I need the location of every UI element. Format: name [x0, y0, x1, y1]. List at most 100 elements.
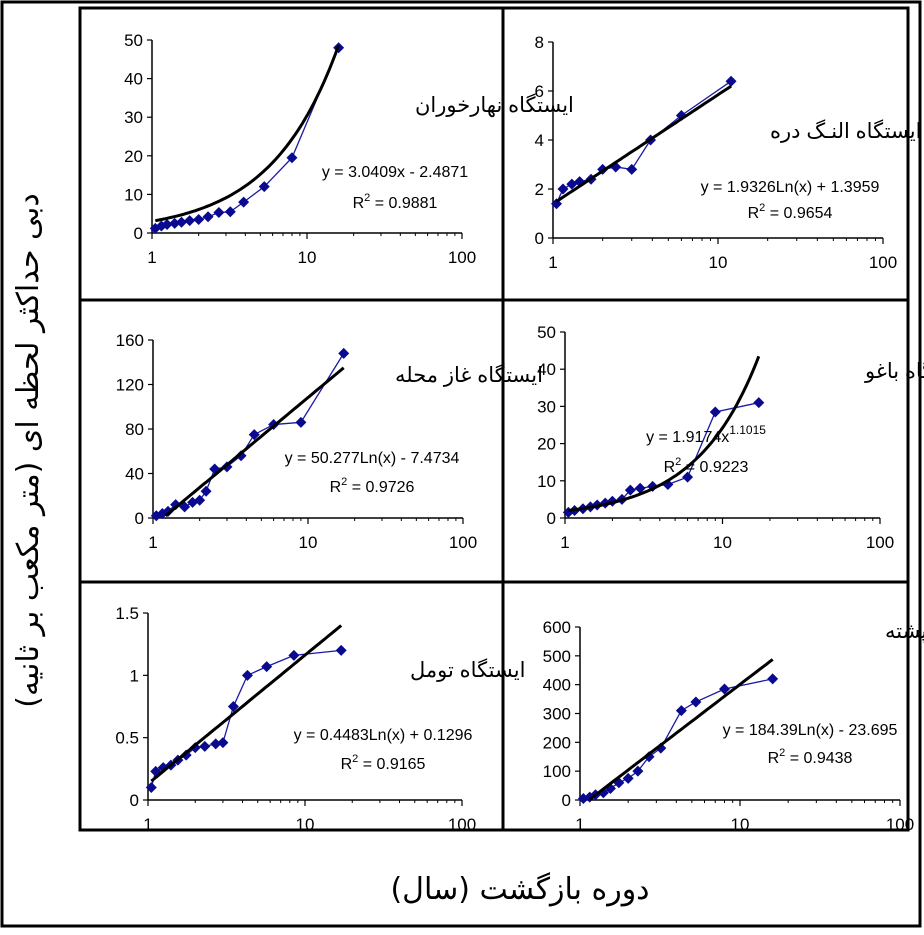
data-point: [622, 772, 634, 784]
r-squared-base: R: [330, 479, 342, 496]
trendline-equation: y = 50.277Ln(x) - 7.4734: [285, 450, 460, 467]
x-tick-label: 100: [448, 248, 476, 267]
data-point: [295, 416, 307, 428]
r-squared-value: = 0.9654: [765, 205, 832, 222]
r-squared-sup: 2: [341, 476, 347, 488]
data-point: [286, 152, 298, 164]
y-tick-label: 50: [537, 323, 556, 342]
data-point: [199, 740, 211, 752]
y-tick-label: 8: [535, 33, 544, 52]
data-point: [210, 738, 222, 750]
y-tick-label: 10: [537, 472, 556, 491]
r-squared-sup: 2: [779, 747, 785, 759]
data-point: [241, 669, 253, 681]
data-point: [718, 683, 730, 695]
r-squared-sup: 2: [364, 192, 370, 204]
data-point: [753, 397, 765, 409]
data-point: [170, 499, 182, 511]
data-point: [180, 749, 192, 761]
r-squared-base: R: [748, 205, 760, 222]
data-point: [162, 505, 174, 517]
data-point: [338, 347, 350, 359]
y-tick-label: 100: [543, 762, 571, 781]
r-squared-base: R: [768, 750, 780, 767]
panel-2: 0 2 4 6 8 1 10 100 ایستگاه النـگ دره y = 1.9326Ln…: [535, 33, 922, 272]
data-point: [557, 183, 569, 195]
data-point: [202, 211, 214, 223]
r-squared: R2 = 0.9726: [330, 476, 415, 496]
data-point: [184, 215, 196, 227]
data-point: [189, 742, 201, 754]
y-tick-label: 0: [134, 224, 143, 243]
x-tick-label: 10: [299, 533, 318, 552]
data-point: [176, 216, 188, 228]
data-point: [161, 219, 173, 231]
equation-text: y = 1.9174x: [646, 429, 729, 446]
r-squared-base: R: [353, 195, 365, 212]
data-series-line: [150, 649, 342, 788]
y-tick-label: 40: [125, 465, 144, 484]
trendline-equation: y = 3.0409x - 2.4871: [322, 164, 468, 181]
trendline-equation: y = 1.9326Ln(x) + 1.3959: [701, 179, 880, 196]
data-point: [675, 705, 687, 717]
y-tick-label: 300: [543, 705, 571, 724]
data-point: [194, 494, 206, 506]
x-tick-label: 100: [448, 815, 476, 834]
equation-text: y = 50.277Ln(x) - 7.4734: [285, 450, 460, 467]
data-point: [767, 673, 779, 685]
y-axis-title-container: دبی حداکثر لحظه ای (متر مکعب بر ثانیه): [8, 120, 48, 780]
y-tick-label: 0: [130, 791, 139, 810]
panels-grid-border: [78, 6, 910, 832]
r-squared-value: = 0.9726: [347, 479, 414, 496]
data-point: [258, 181, 270, 193]
y-tick-label: 160: [116, 331, 144, 350]
trendline-equation: y = 1.9174x1.1015: [646, 423, 766, 446]
r-squared: R2 = 0.9654: [748, 202, 833, 222]
panel-5: 0 0.5 1 1.5 1 10 100 ایستگاه تومل y = 0.4483Ln(x…: [115, 604, 525, 834]
y-tick-label: 50: [124, 31, 143, 50]
x-tick-label: 10: [731, 815, 750, 834]
x-tick-label: 1: [147, 248, 156, 267]
y-tick-label: 40: [537, 360, 556, 379]
panel-3: 0 40 80 120 160 1 10 100 ایستگاه غاز محله y = 50.…: [116, 331, 543, 552]
data-point: [238, 196, 250, 208]
y-tick-label: 4: [535, 131, 544, 150]
y-tick-label: 0.5: [115, 729, 139, 748]
x-tick-label: 1: [560, 533, 569, 552]
trendline-equation: y = 0.4483Ln(x) + 0.1296: [294, 727, 473, 744]
data-point: [682, 471, 694, 483]
y-tick-label: 500: [543, 647, 571, 666]
r-squared-base: R: [664, 459, 676, 476]
data-point: [169, 217, 181, 229]
data-point: [200, 485, 212, 497]
data-point: [335, 644, 347, 656]
station-name: ایستگاه باغو: [864, 359, 924, 383]
x-tick-label: 100: [449, 533, 477, 552]
r-squared: R2 = 0.9438: [768, 747, 853, 767]
y-tick-label: 30: [537, 397, 556, 416]
data-point: [624, 484, 636, 496]
data-point: [145, 782, 157, 794]
trendline: [164, 366, 345, 517]
x-tick-label: 100: [866, 533, 894, 552]
equation-text: y = 1.9326Ln(x) + 1.3959: [701, 179, 880, 196]
r-squared: R2 = 0.9881: [353, 192, 438, 212]
r-squared-value: = 0.9438: [785, 750, 852, 767]
data-point: [643, 751, 655, 763]
r-squared: R2 = 0.9223: [664, 456, 749, 476]
station-name: ایستگاه تومل: [410, 658, 525, 682]
x-tick-label: 1: [148, 533, 157, 552]
data-series-line: [568, 402, 759, 514]
station-name: ایستگاه پس پشته: [885, 619, 924, 643]
trendline-equation: y = 184.39Ln(x) - 23.695: [723, 722, 898, 739]
data-point: [288, 649, 300, 661]
trendline: [155, 44, 341, 223]
trendline: [555, 84, 732, 203]
data-point: [626, 163, 638, 175]
panel-4: 0 10 20 30 40 50 1 10 100 ایستگاه باغو y = 1.9174x…: [537, 323, 924, 552]
equation-text: y = 184.39Ln(x) - 23.695: [723, 722, 898, 739]
data-point: [235, 450, 247, 462]
x-tick-label: 1: [575, 815, 584, 834]
